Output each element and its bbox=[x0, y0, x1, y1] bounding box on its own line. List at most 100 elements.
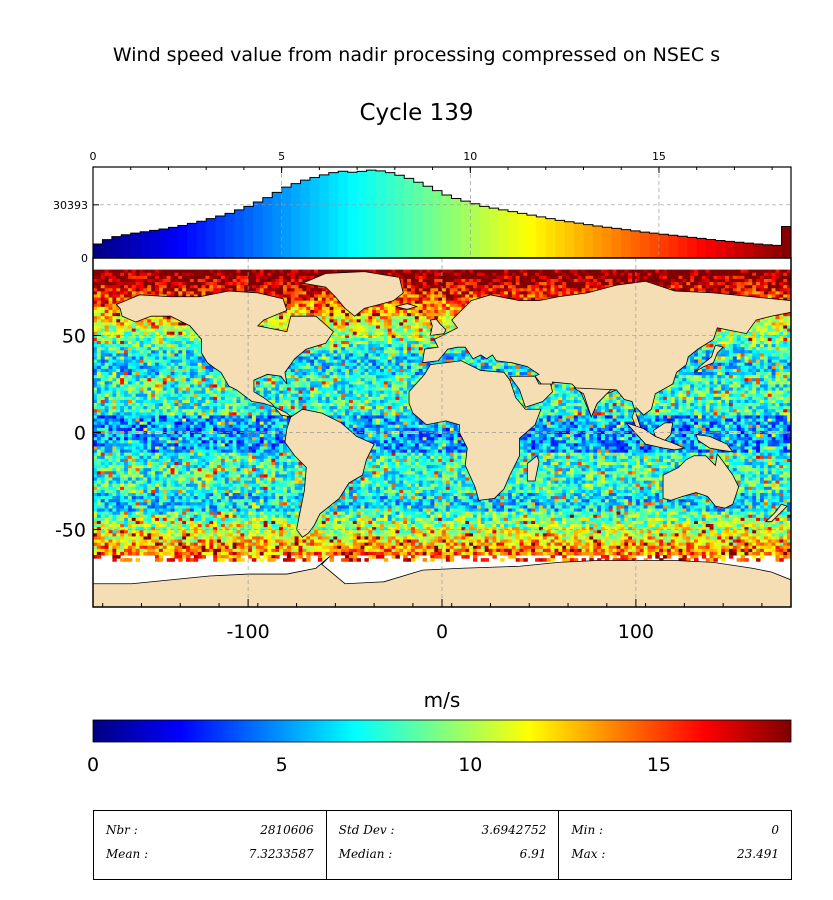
wind-cell bbox=[787, 291, 791, 295]
wind-cell bbox=[112, 331, 117, 336]
wind-cell bbox=[112, 300, 117, 305]
wind-cell bbox=[364, 319, 369, 323]
wind-cell bbox=[740, 344, 745, 348]
wind-cell bbox=[360, 325, 365, 330]
wind-cell bbox=[232, 269, 237, 274]
wind-cell bbox=[383, 319, 389, 323]
wind-cell bbox=[341, 269, 346, 274]
wind-cell bbox=[147, 291, 152, 295]
wind-cell bbox=[515, 294, 521, 299]
wind-cell bbox=[507, 291, 513, 295]
wind-cell bbox=[376, 350, 381, 354]
wind-cell bbox=[348, 316, 354, 320]
wind-cell bbox=[158, 325, 164, 330]
wind-cell bbox=[108, 282, 113, 286]
wind-cell bbox=[546, 282, 552, 286]
wind-cell bbox=[767, 337, 773, 342]
wind-cell bbox=[364, 313, 369, 317]
wind-cell bbox=[756, 269, 761, 274]
wind-cell bbox=[538, 288, 544, 292]
wind-cell bbox=[197, 291, 203, 295]
wind-cell bbox=[399, 300, 404, 305]
wind-cell bbox=[403, 272, 408, 277]
wind-cell bbox=[244, 288, 249, 292]
wind-cell bbox=[779, 322, 784, 326]
wind-cell bbox=[554, 275, 559, 280]
wind-cell bbox=[562, 291, 567, 295]
wind-cell bbox=[442, 275, 447, 280]
wind-cell bbox=[360, 309, 365, 314]
wind-cell bbox=[120, 291, 125, 295]
wind-cell bbox=[457, 272, 462, 277]
wind-cell bbox=[515, 272, 521, 277]
wind-cell bbox=[725, 347, 730, 351]
wind-cell bbox=[465, 300, 470, 305]
wind-cell bbox=[275, 294, 280, 299]
wind-cell bbox=[279, 282, 284, 286]
wind-cell bbox=[116, 331, 121, 336]
wind-cell bbox=[430, 303, 435, 308]
wind-cell bbox=[736, 337, 742, 342]
wind-cell bbox=[139, 278, 144, 283]
wind-cell bbox=[407, 328, 412, 333]
wind-cell bbox=[267, 275, 272, 280]
wind-cell bbox=[500, 285, 505, 289]
wind-cell bbox=[748, 347, 753, 351]
wind-cell bbox=[151, 334, 156, 339]
wind-cell bbox=[732, 285, 738, 289]
wind-cell bbox=[186, 269, 191, 274]
wind-cell bbox=[189, 294, 195, 299]
wind-cell bbox=[376, 325, 381, 330]
wind-cell bbox=[290, 291, 296, 295]
wind-cell bbox=[430, 278, 435, 283]
wind-cell bbox=[752, 328, 757, 333]
wind-cell bbox=[767, 334, 773, 339]
wind-cell bbox=[403, 288, 408, 292]
wind-cell bbox=[124, 353, 129, 357]
wind-cell bbox=[593, 269, 598, 274]
wind-cell bbox=[748, 285, 753, 289]
wind-cell bbox=[515, 278, 521, 283]
wind-cell bbox=[193, 288, 199, 292]
wind-cell bbox=[108, 272, 113, 277]
wind-cell bbox=[197, 275, 203, 280]
wind-cell bbox=[465, 275, 470, 280]
wind-cell bbox=[635, 272, 641, 277]
wind-cell bbox=[135, 340, 141, 345]
wind-cell bbox=[527, 285, 532, 289]
wind-cell bbox=[240, 282, 245, 286]
wind-cell bbox=[104, 278, 110, 283]
wind-cell bbox=[410, 337, 416, 342]
wind-cell bbox=[500, 294, 505, 299]
wind-cell bbox=[100, 275, 106, 280]
wind-cell bbox=[740, 331, 745, 336]
wind-cell bbox=[96, 306, 102, 311]
wind-cell bbox=[763, 275, 769, 280]
wind-cell bbox=[430, 309, 435, 314]
wind-cell bbox=[116, 322, 121, 326]
wind-cell bbox=[732, 334, 738, 339]
wind-cell bbox=[317, 269, 323, 274]
wind-cell bbox=[143, 282, 148, 286]
wind-cell bbox=[449, 300, 455, 305]
wind-cell bbox=[453, 306, 459, 311]
wind-cell bbox=[500, 282, 505, 286]
wind-cell bbox=[523, 285, 528, 289]
wind-cell bbox=[120, 350, 125, 354]
wind-cell bbox=[298, 272, 303, 277]
wind-cell bbox=[372, 269, 377, 274]
wind-cell bbox=[100, 282, 106, 286]
wind-cell bbox=[147, 322, 152, 326]
wind-cell bbox=[628, 278, 633, 283]
wind-cell bbox=[403, 285, 408, 289]
wind-cell bbox=[728, 282, 734, 286]
wind-cell bbox=[271, 322, 276, 326]
wind-cell bbox=[112, 275, 117, 280]
wind-cell bbox=[519, 278, 524, 283]
wind-cell bbox=[232, 282, 237, 286]
wind-cell bbox=[422, 319, 427, 323]
wind-cell bbox=[116, 269, 121, 274]
wind-cell bbox=[395, 316, 400, 320]
wind-cell bbox=[418, 328, 424, 333]
